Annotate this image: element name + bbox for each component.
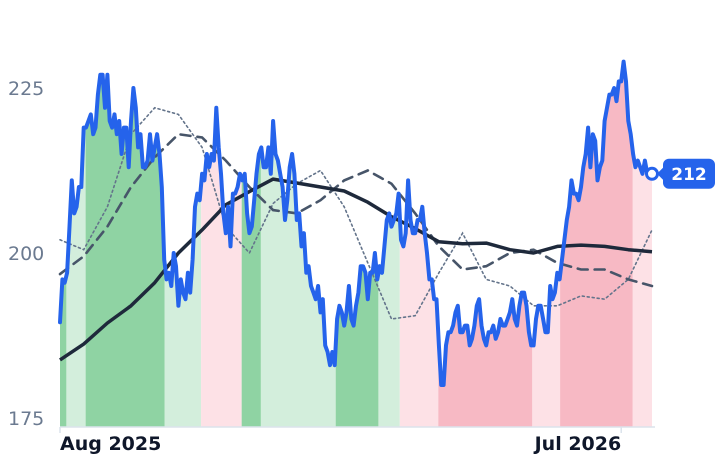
y-tick-label-0: 175 — [8, 408, 44, 430]
band-segment-11 — [532, 275, 561, 427]
band-segment-9 — [399, 193, 439, 427]
band-segment-2 — [85, 74, 165, 428]
y-tick-label-2: 225 — [8, 78, 44, 100]
x-ticks: Aug 2025 Jul 2026 — [59, 427, 622, 455]
last-value-badge: 212 — [645, 158, 715, 189]
x-tick-label-0: Aug 2025 — [60, 433, 161, 455]
y-tick-label-1: 200 — [8, 243, 44, 265]
last-value-marker — [645, 166, 659, 181]
price-line — [58, 59, 654, 387]
last-value-pointer — [657, 167, 663, 180]
last-value-label-box — [663, 158, 715, 189]
band-segment-7 — [335, 256, 379, 427]
band-segment-4 — [201, 111, 242, 427]
band-segment-10 — [438, 292, 533, 427]
band-segment-6 — [260, 130, 336, 427]
short-moving-average-line — [59, 106, 653, 320]
lines-layer — [58, 59, 654, 387]
band-segment-3 — [164, 185, 202, 427]
x-tick-label-1: Jul 2026 — [533, 433, 622, 455]
long-moving-average-line — [59, 177, 653, 362]
last-value-label: 212 — [671, 165, 707, 185]
band-segment-13 — [632, 151, 652, 427]
y-ticks: 175 200 225 — [8, 78, 44, 430]
